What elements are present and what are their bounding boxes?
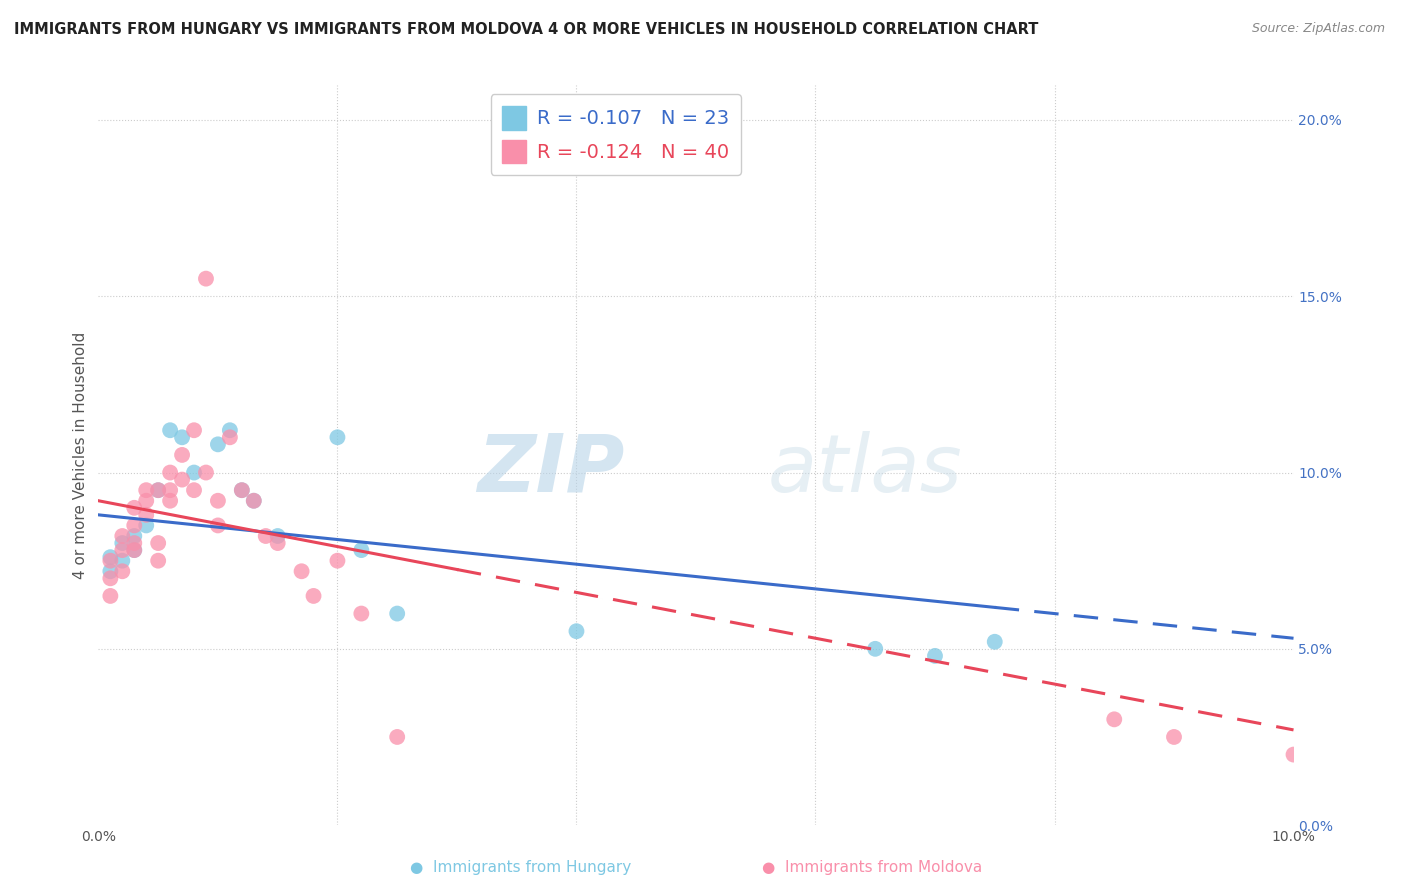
Point [135, 493, 157, 508]
Point [207, 518, 229, 533]
Point [195, 466, 218, 480]
Point [865, 641, 887, 656]
Point [111, 554, 134, 568]
Point [98, 550, 122, 565]
Y-axis label: 4 or more Vehicles in Household: 4 or more Vehicles in Household [73, 331, 89, 579]
Point [159, 466, 181, 480]
Text: ●  Immigrants from Moldova: ● Immigrants from Moldova [762, 861, 981, 875]
Point [350, 543, 373, 558]
Point [385, 730, 409, 744]
Point [148, 483, 170, 498]
Point [1104, 712, 1126, 726]
Point [291, 564, 314, 578]
Point [195, 271, 218, 285]
Point [231, 483, 253, 498]
Point [148, 554, 170, 568]
Text: IMMIGRANTS FROM HUNGARY VS IMMIGRANTS FROM MOLDOVA 4 OR MORE VEHICLES IN HOUSEHO: IMMIGRANTS FROM HUNGARY VS IMMIGRANTS FR… [14, 22, 1039, 37]
Point [231, 483, 253, 498]
Point [350, 607, 373, 621]
Point [267, 529, 290, 543]
Text: Source: ZipAtlas.com: Source: ZipAtlas.com [1251, 22, 1385, 36]
Point [135, 483, 157, 498]
Point [98, 589, 122, 603]
Point [124, 500, 146, 515]
Text: ●  Immigrants from Hungary: ● Immigrants from Hungary [409, 861, 631, 875]
Legend: R = -0.107   N = 23, R = -0.124   N = 40: R = -0.107 N = 23, R = -0.124 N = 40 [491, 95, 741, 175]
Point [135, 518, 157, 533]
Point [172, 430, 194, 444]
Point [243, 493, 266, 508]
Point [219, 423, 242, 437]
Point [124, 543, 146, 558]
Point [207, 437, 229, 451]
Point [326, 554, 349, 568]
Text: atlas: atlas [768, 431, 963, 508]
Point [207, 493, 229, 508]
Point [385, 607, 409, 621]
Point [148, 483, 170, 498]
Point [111, 536, 134, 550]
Point [98, 554, 122, 568]
Point [219, 430, 242, 444]
Point [124, 543, 146, 558]
Point [159, 483, 181, 498]
Point [111, 543, 134, 558]
Point [135, 508, 157, 522]
Point [111, 529, 134, 543]
Point [183, 483, 205, 498]
Point [183, 423, 205, 437]
Point [98, 564, 122, 578]
Point [172, 448, 194, 462]
Point [159, 493, 181, 508]
Point [172, 473, 194, 487]
Point [1282, 747, 1305, 762]
Point [148, 536, 170, 550]
Point [565, 624, 588, 639]
Point [124, 518, 146, 533]
Point [124, 529, 146, 543]
Point [984, 634, 1007, 648]
Point [183, 466, 205, 480]
Point [111, 564, 134, 578]
Point [326, 430, 349, 444]
Point [98, 571, 122, 585]
Point [159, 423, 181, 437]
Point [1163, 730, 1185, 744]
Point [243, 493, 266, 508]
Point [124, 536, 146, 550]
Point [254, 529, 277, 543]
Point [302, 589, 325, 603]
Point [267, 536, 290, 550]
Text: ZIP: ZIP [477, 431, 624, 508]
Point [924, 648, 946, 663]
